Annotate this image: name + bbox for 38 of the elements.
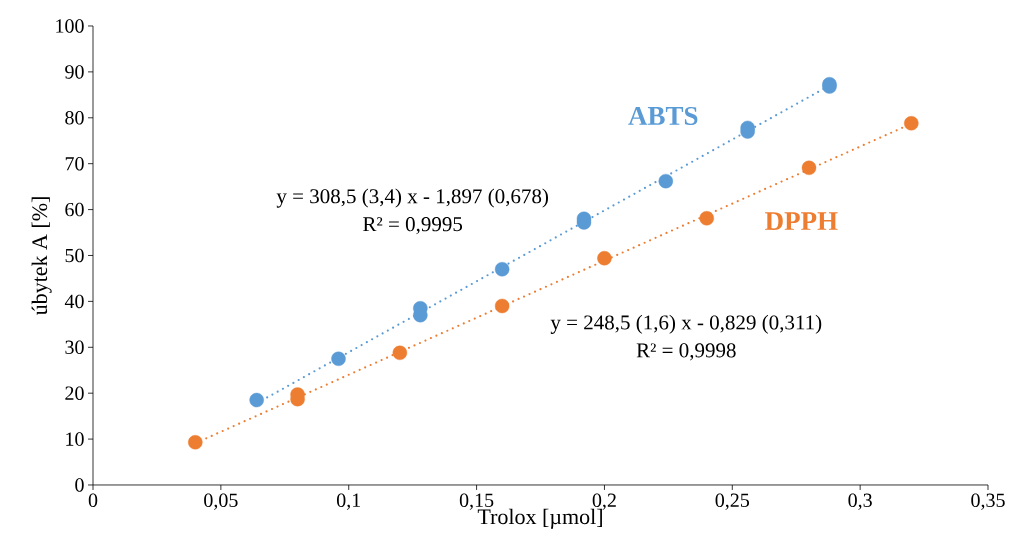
x-axis-title: Trolox [µmol] [477, 508, 602, 529]
y-tick-label: 30 [65, 340, 84, 355]
x-tick-label: 0,2 [592, 493, 616, 510]
y-tick-label: 60 [65, 202, 84, 217]
y-tick-label: 80 [65, 111, 84, 125]
annotation: y = 308,5 (3,4) x - 1,897 (0,678) [276, 188, 549, 208]
y-axis-title: úbytek A [%] [31, 197, 52, 316]
x-tick-label: 0,05 [204, 493, 238, 510]
x-tick-label: 0 [88, 493, 98, 508]
series-label: ABTS [628, 106, 698, 126]
y-tick-label: 20 [65, 386, 84, 400]
point [494, 298, 510, 314]
x-tick-label: 0,15 [459, 493, 494, 510]
point [904, 116, 919, 131]
point [188, 435, 203, 450]
x-tick-label: 0,1 [336, 493, 361, 510]
series-label: DPPH [765, 212, 838, 230]
point [699, 211, 714, 226]
y-tick-label: 10 [66, 432, 84, 446]
point [249, 392, 264, 408]
y-tick-label: 40 [64, 294, 84, 309]
y-tick-label: 0 [75, 478, 84, 492]
point [392, 345, 408, 360]
x-tick-label: 0,35 [971, 493, 1005, 510]
point [494, 262, 510, 277]
y-tick-label: 100 [56, 19, 84, 33]
point [801, 160, 817, 176]
x-tick-label: 0,25 [715, 493, 750, 510]
point [597, 251, 612, 266]
y-tick-label: 70 [65, 156, 84, 171]
annotation: R² = 0,9995 [363, 217, 463, 235]
y-tick-label: 50 [65, 248, 84, 263]
y-tick-label: 90 [65, 65, 84, 79]
annotation: R² = 0,9998 [636, 343, 736, 361]
point [658, 173, 674, 189]
point [331, 351, 346, 366]
x-tick-label: 0,3 [848, 493, 872, 510]
annotation: y = 248,5 (1,6) x - 0,829 (0,311) [550, 314, 822, 334]
